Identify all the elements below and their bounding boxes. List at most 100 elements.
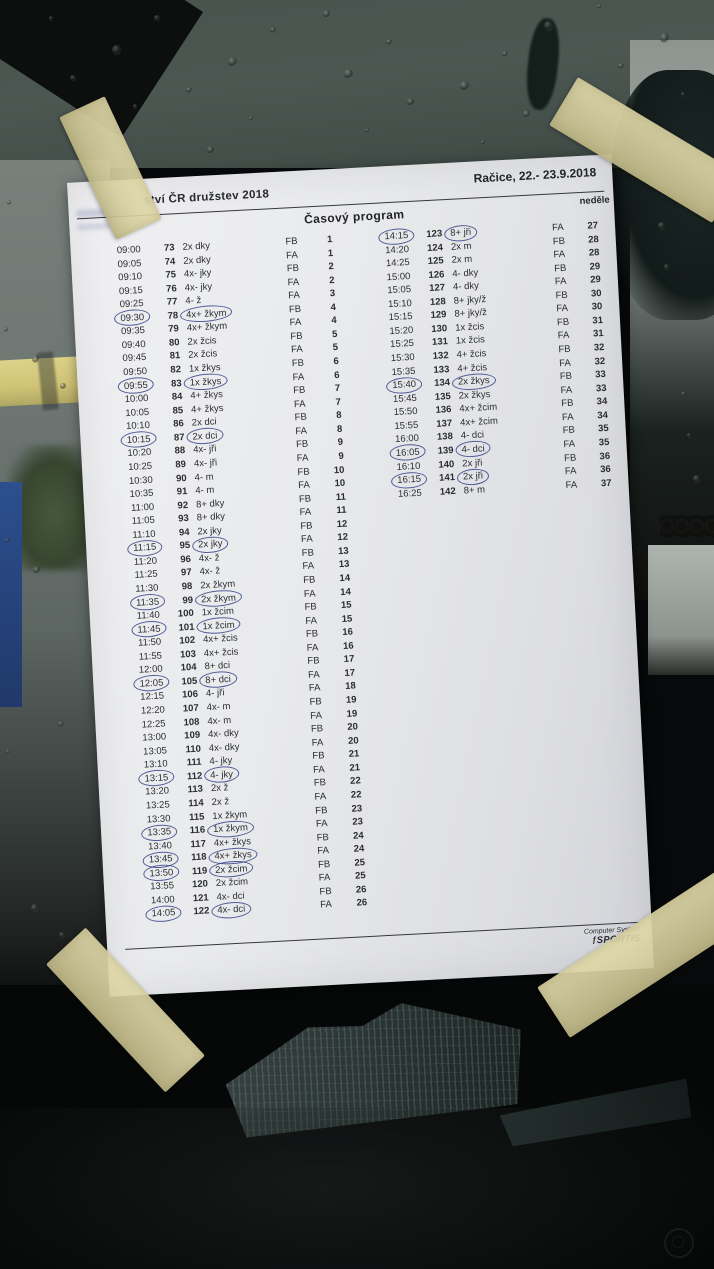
section-number: 25 — [354, 870, 367, 882]
water-droplet — [60, 383, 66, 390]
heat-code: FA — [308, 682, 321, 695]
water-droplet — [481, 140, 485, 145]
section-number: 11 — [336, 504, 347, 517]
heat-code: FA — [554, 276, 567, 288]
section-number: 16 — [342, 640, 354, 652]
boat-class: 2x ž — [210, 782, 229, 795]
section-number: 22 — [349, 775, 362, 788]
boat-class: 8+ jři — [450, 226, 472, 241]
water-droplet — [59, 932, 65, 939]
section-number: 21 — [348, 748, 360, 761]
race-number: 95 — [179, 540, 191, 552]
boat-class: 8+ m — [463, 483, 486, 497]
section-number: 35 — [597, 423, 609, 435]
section-number: 27 — [587, 220, 599, 232]
ink-circle-annotation: 4- jky — [209, 768, 234, 781]
water-droplet — [523, 110, 531, 119]
event-title: ství ČR družstev 2018 — [143, 188, 270, 207]
water-droplet — [460, 81, 469, 92]
water-droplet — [502, 51, 508, 58]
section-number: 37 — [600, 477, 612, 489]
race-number: 108 — [183, 716, 200, 729]
heat-code: FA — [551, 221, 564, 234]
boat-class: 4x- ž — [198, 552, 220, 565]
section-number: 28 — [587, 233, 600, 246]
water-droplet — [658, 222, 665, 230]
section-number: 20 — [347, 735, 359, 747]
section-number: 34 — [596, 396, 608, 408]
heat-code: FB — [310, 723, 324, 735]
heat-code: FA — [309, 709, 323, 722]
section-number: 31 — [592, 328, 604, 340]
heat-code: FB — [309, 696, 322, 708]
heat-code: FA — [305, 615, 318, 627]
section-number: 25 — [354, 856, 366, 869]
heat-code: FB — [305, 628, 319, 641]
section-number: 32 — [593, 341, 605, 354]
section-number: 22 — [350, 789, 362, 801]
heat-code: FA — [299, 506, 312, 519]
heat-code: FA — [565, 479, 578, 491]
boat-class: 4x- m — [206, 701, 231, 714]
heat-code: FB — [302, 574, 316, 586]
water-droplet — [597, 4, 601, 9]
section-number: 24 — [353, 843, 365, 855]
race-number: 116 — [189, 824, 206, 837]
footer-divider-line — [125, 921, 643, 950]
section-number: 19 — [345, 694, 357, 706]
race-number: 96 — [180, 553, 192, 566]
race-number: 142 — [439, 485, 456, 498]
race-number: 94 — [178, 526, 190, 539]
heat-code: FA — [314, 791, 327, 803]
water-droplet — [407, 98, 415, 107]
section-number: 30 — [591, 301, 603, 313]
section-number: 26 — [355, 884, 367, 896]
boat-class: 4x- ž — [199, 565, 221, 578]
section-number: 16 — [342, 626, 354, 639]
heat-code: FB — [314, 804, 328, 817]
heat-code: FA — [312, 763, 326, 776]
boat-class: 4- dky — [452, 267, 479, 280]
ink-circle-annotation: 13:15 — [144, 772, 169, 785]
ink-circle-annotation: 14:05 — [151, 907, 176, 920]
boat-class: 8+ dci — [205, 673, 231, 688]
section-number: 13 — [337, 545, 349, 558]
ink-circle-annotation: 13:35 — [147, 826, 172, 839]
race-number: 99 — [182, 594, 194, 606]
heat-code: FA — [303, 587, 316, 600]
section-number: 33 — [594, 369, 607, 381]
section-number: 23 — [351, 802, 363, 815]
round-emblem-reflection — [664, 1228, 694, 1258]
ink-circle-annotation: 13:50 — [149, 866, 174, 880]
water-droplet — [618, 63, 624, 70]
race-number: 117 — [190, 838, 207, 850]
ink-circle-annotation: 12:05 — [139, 677, 164, 690]
section-number: 17 — [343, 653, 355, 666]
heat-code: FB — [319, 885, 332, 898]
heat-code: FB — [304, 601, 318, 614]
heat-code: FB — [556, 316, 570, 329]
race-number: 103 — [179, 648, 197, 661]
section-number: 24 — [352, 829, 364, 842]
heat-code: FA — [553, 248, 566, 261]
ink-circle-annotation: 4- dci — [461, 443, 486, 456]
ink-circle-annotation: 15:40 — [392, 378, 417, 392]
heat-code: FB — [316, 831, 330, 844]
heat-code: FA — [307, 669, 321, 681]
dashboard-ridge-shadow — [0, 1108, 714, 1269]
heat-code: FA — [319, 899, 333, 911]
water-droplet — [249, 116, 253, 121]
race-number: 101 — [178, 621, 195, 634]
water-droplet — [344, 69, 353, 80]
water-droplet — [7, 200, 11, 205]
boat-class: 2x jři — [463, 470, 484, 485]
boat-class: 2x m — [450, 240, 472, 253]
section-number: 29 — [589, 260, 601, 273]
water-droplet — [70, 75, 76, 82]
program-title: Časový program — [303, 207, 405, 227]
section-number: 31 — [592, 314, 604, 327]
water-droplet — [681, 92, 685, 97]
ink-circle-annotation: 2x jři — [462, 470, 484, 483]
faded-ink-mark — [77, 222, 112, 231]
race-number: 115 — [188, 811, 205, 823]
